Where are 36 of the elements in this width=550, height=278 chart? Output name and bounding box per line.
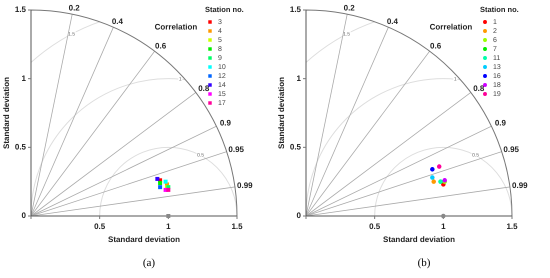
y-tick-label: 0 xyxy=(22,211,27,220)
annotation: 0.6 xyxy=(430,42,442,51)
x-tick-label: 1 xyxy=(166,222,172,231)
x-tick-label: 1.5 xyxy=(506,222,518,231)
x-axis-title: Standard deviation xyxy=(108,235,180,244)
text: (a) xyxy=(142,257,156,269)
annotation: 0.8 xyxy=(198,84,210,93)
annotation: 0.95 xyxy=(228,144,245,154)
y-tick-label: 1 xyxy=(296,74,302,83)
y-tick-label: 0.5 xyxy=(14,142,27,152)
annotation: 0.9 xyxy=(220,118,232,128)
annotation: 0.4 xyxy=(112,16,124,26)
annotation: 0.95 xyxy=(503,144,520,154)
x-tick-label: 0.5 xyxy=(94,222,106,231)
y-axis-title: Standard deviation xyxy=(2,76,11,150)
y-tick-label: 1.5 xyxy=(290,5,302,14)
x-tick-label: 1 xyxy=(441,222,446,231)
x-tick-label: 1.5 xyxy=(231,222,244,231)
y-tick-label: 0 xyxy=(296,211,302,220)
annotation: 0.2 xyxy=(344,3,356,12)
y-tick-label: 1 xyxy=(22,74,27,83)
y-axis-title: Standard deviation xyxy=(277,76,286,150)
annotation: 0.9 xyxy=(494,118,507,128)
annotation: 0.8 xyxy=(473,84,485,93)
y-tick-label: 0.5 xyxy=(290,142,302,152)
annotation: Correlation xyxy=(154,22,198,32)
annotation: 0.4 xyxy=(386,16,399,26)
annotation: 0.2 xyxy=(68,3,80,12)
y-tick-label: 1.5 xyxy=(14,5,27,14)
annotation: 0.6 xyxy=(155,42,167,51)
x-tick-label: 0.5 xyxy=(369,222,381,231)
text: (b) xyxy=(418,257,431,269)
annotation: Correlation xyxy=(430,22,472,32)
x-axis-title: Standard deviation xyxy=(382,235,456,244)
text: 0.99 xyxy=(237,181,254,190)
text: 0.99 xyxy=(512,181,528,190)
